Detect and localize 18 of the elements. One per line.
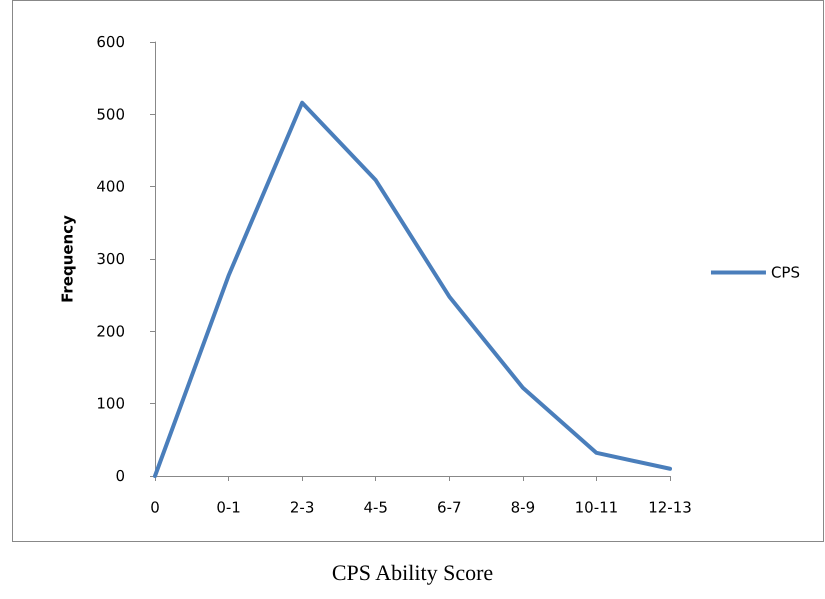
x-tick-label: 8-9 <box>510 498 536 516</box>
x-tick-label: 6-7 <box>437 498 462 516</box>
x-tick-label: 2-3 <box>290 498 314 516</box>
y-tick-label: 300 <box>96 250 125 268</box>
x-tick-label: 0-1 <box>216 498 241 516</box>
x-tick-label: 12-13 <box>648 498 692 516</box>
y-tick-label: 400 <box>96 178 125 196</box>
x-tick-label: 10-11 <box>574 498 618 516</box>
y-tick-label: 200 <box>96 322 125 340</box>
y-tick-label: 600 <box>96 33 125 51</box>
x-tick-label: 4-5 <box>363 498 388 516</box>
y-tick-label: 0 <box>115 467 125 485</box>
y-axis-title: Frequency <box>58 214 76 303</box>
y-tick-label: 100 <box>96 394 125 413</box>
legend-label: CPS <box>770 264 800 282</box>
x-axis-title: CPS Ability Score <box>330 560 494 586</box>
x-tick-label: 0 <box>150 498 160 516</box>
y-tick-label: 500 <box>96 105 125 124</box>
